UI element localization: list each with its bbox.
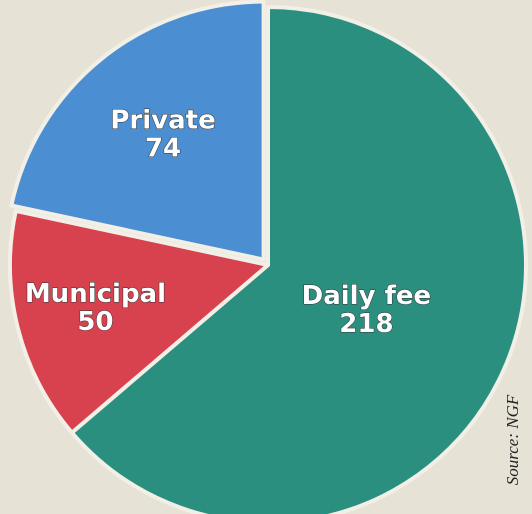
slice-label: Daily fee (302, 281, 432, 311)
pie-slice (9, 0, 266, 262)
slice-label: Municipal (25, 279, 166, 309)
slice-value: 74 (145, 134, 181, 164)
slice-label: Private (110, 106, 215, 136)
pie-slice (8, 208, 270, 435)
source-note: Source: NGF (503, 394, 522, 485)
slice-value: 50 (77, 307, 113, 337)
slice-value: 218 (339, 309, 393, 339)
